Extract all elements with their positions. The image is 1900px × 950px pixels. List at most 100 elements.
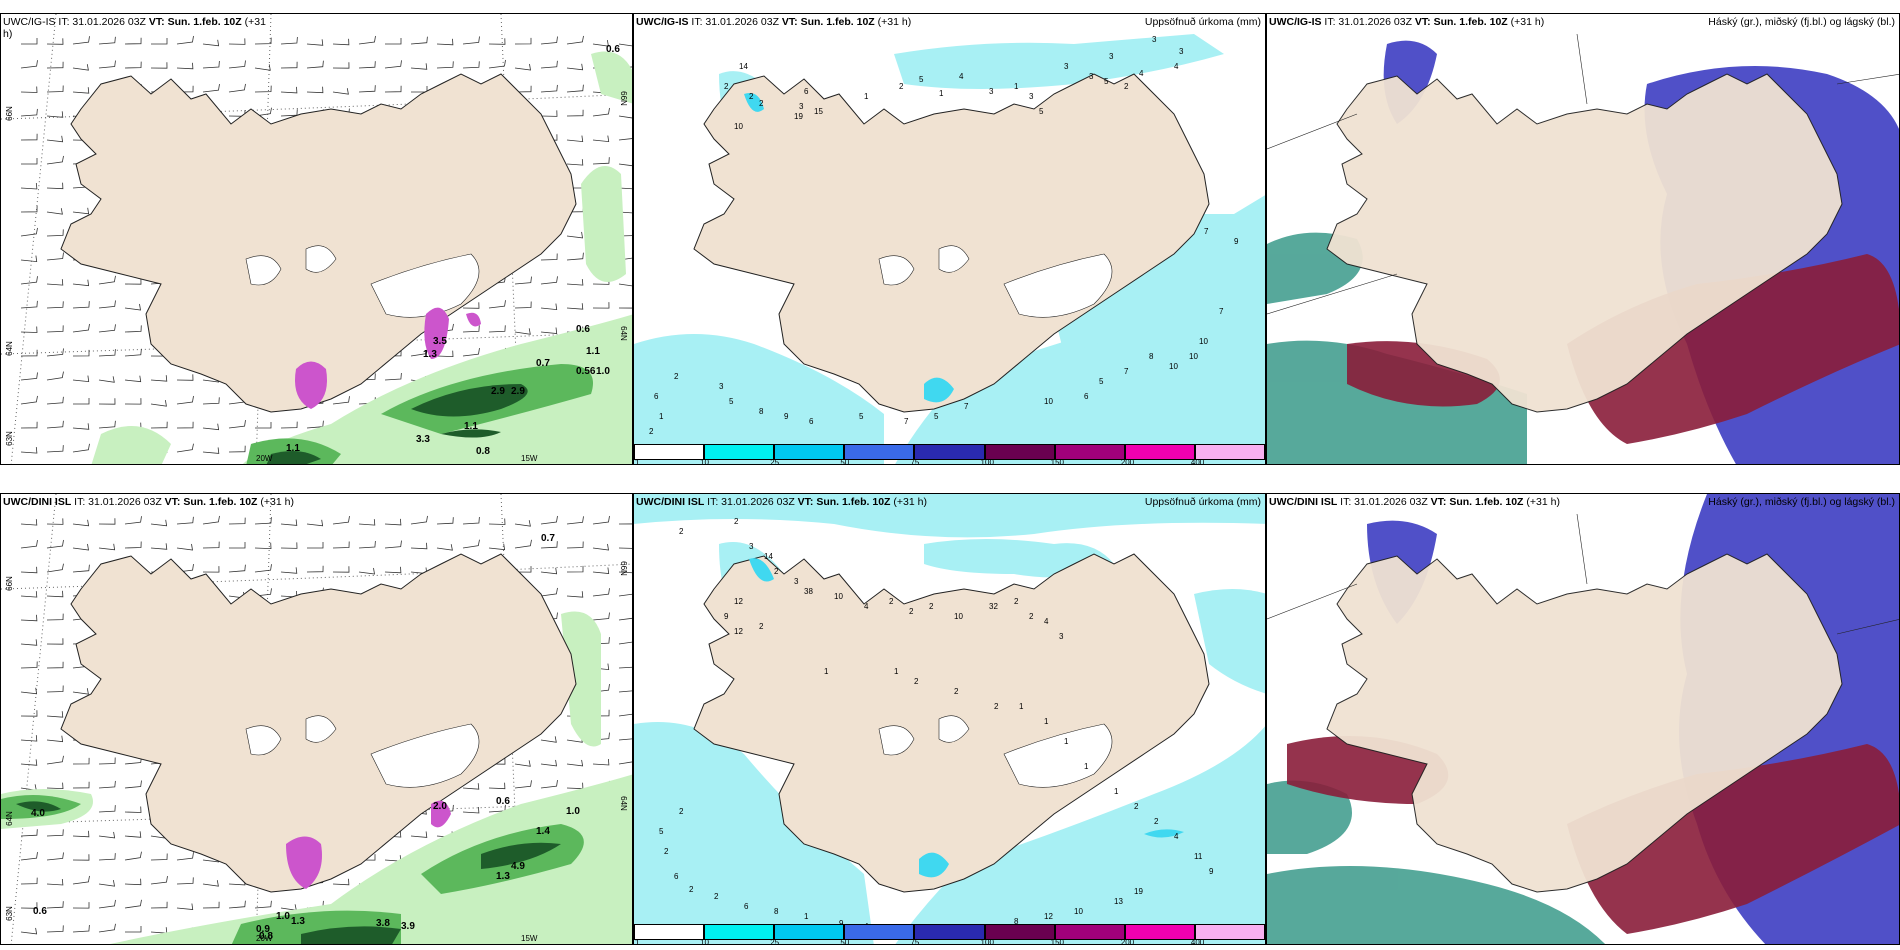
wind-barb <box>618 571 632 574</box>
wind-barb <box>280 36 298 45</box>
lat-label-right-64n: 64N <box>619 796 629 811</box>
legend-swatch <box>1124 444 1195 460</box>
value-label: 1.0 <box>276 911 290 922</box>
legend-swatch <box>984 924 1055 940</box>
value-label: 5 <box>859 412 864 421</box>
wind-barb <box>280 61 298 69</box>
value-label: 9 <box>1234 237 1239 246</box>
value-label: 4 <box>1139 69 1144 78</box>
wind-barb <box>566 35 584 45</box>
title-vt-label: VT: <box>797 496 814 508</box>
wind-barb <box>436 61 454 69</box>
wind-barb <box>20 326 38 333</box>
lon-label-20w: 20W <box>256 934 273 943</box>
wind-barb <box>124 278 142 285</box>
value-label: 7 <box>964 402 969 411</box>
wind-barb <box>592 567 610 574</box>
panel-title: UWC/DINI ISL IT: 31.01.2026 03Z VT: Sun.… <box>3 496 294 508</box>
wind-barb <box>46 852 64 861</box>
value-label: 2 <box>674 372 679 381</box>
value-label: 0.8 <box>259 931 273 942</box>
glaciers <box>878 715 1113 788</box>
wind-barb <box>618 593 632 597</box>
value-label: 0.6 <box>576 324 590 335</box>
wind-barb <box>124 541 142 549</box>
wind-barb <box>540 736 557 743</box>
value-label: 2 <box>664 847 669 856</box>
title-vt-label: VT: <box>1430 496 1447 508</box>
title-model-it: UWC/DINI ISL <box>3 496 72 508</box>
wind-barb <box>618 666 632 669</box>
wind-barb <box>358 567 375 575</box>
wind-barb <box>488 543 506 551</box>
wind-barb <box>540 110 558 117</box>
value-label: 6 <box>744 902 749 911</box>
wind-barb <box>566 782 584 790</box>
panel-title: UWC/IG-IS IT: 31.01.2026 03Z VT: Sun. 1.… <box>636 16 911 28</box>
wind-barb <box>176 35 194 45</box>
dark-green-precip <box>266 384 528 464</box>
value-label: 8 <box>1014 917 1019 926</box>
title-vt: Sun. 1.feb. 10Z <box>800 16 875 28</box>
title-model: UWC/DINI ISL <box>636 496 705 508</box>
wind-barb <box>98 349 116 357</box>
value-label: 2 <box>649 427 654 436</box>
map-panel-wind-row2: 0.7 4.0 0.6 1.0 1.4 4.9 1.3 3.8 1.0 0.9 1.3 0.6 2.0 3… <box>0 493 633 945</box>
wind-barb <box>280 542 298 549</box>
wind-barb <box>228 445 246 453</box>
value-label: 2 <box>1154 817 1159 826</box>
wind-barb <box>306 60 324 69</box>
value-label: 9 <box>839 919 844 928</box>
wind-barb <box>202 447 220 454</box>
value-label: 6 <box>674 872 679 881</box>
legend-tick: 200 <box>1120 938 1135 945</box>
wind-barb <box>176 903 194 910</box>
wind-barb <box>72 87 90 94</box>
wind-barb <box>124 325 142 333</box>
wind-barb <box>228 60 246 69</box>
value-label: 2.0 <box>433 801 447 812</box>
value-label: 3 <box>1064 62 1069 71</box>
legend-swatch <box>1194 924 1265 940</box>
value-label: 5 <box>1039 107 1044 116</box>
wind-barb <box>20 372 38 381</box>
value-label: 6 <box>1084 392 1089 401</box>
value-label: 2 <box>1124 82 1129 91</box>
wind-barb <box>592 40 609 47</box>
lon-label-15w: 15W <box>521 934 538 943</box>
wind-barb <box>462 539 480 549</box>
wind-barb <box>618 761 632 765</box>
wind-barb <box>202 880 219 887</box>
wind-barb <box>124 303 141 311</box>
title-model-it: UWC/IG-IS IT: 31.01.2026 03Z <box>3 16 146 28</box>
title-it: IT: 31.01.2026 03Z <box>691 16 779 28</box>
wind-barb <box>306 39 324 46</box>
wind-barb <box>488 38 506 45</box>
value-label: 0.8 <box>476 446 490 457</box>
value-label: 1 <box>824 667 829 676</box>
wind-barb <box>46 735 64 743</box>
value-label: 5 <box>729 397 734 406</box>
wind-barb <box>254 542 272 550</box>
title-vt-label: VT: <box>781 16 798 28</box>
value-label: 1.1 <box>464 421 478 432</box>
value-label: 12 <box>734 597 743 606</box>
title-lead: (+31 h) <box>260 496 294 508</box>
title-it: IT: 31.01.2026 03Z <box>1340 496 1428 508</box>
legend-swatch <box>1124 924 1195 940</box>
wind-barb <box>20 829 38 837</box>
wind-barb <box>176 443 194 453</box>
wind-barb <box>514 328 531 335</box>
value-label: 0.7 <box>541 533 555 544</box>
wind-barb <box>46 155 64 165</box>
wind-barb <box>46 685 64 693</box>
value-label: 4.9 <box>511 861 525 872</box>
grid-lines <box>1267 513 1899 635</box>
legend-tick: 50 <box>840 938 850 945</box>
wind-barb <box>202 39 220 47</box>
wind-barb <box>72 323 90 333</box>
wind-map-svg: 0.6 0.6 1.1 0.7 0.56 1.0 2.9 2.9 1.1 3.3 0.8 1.1 1.3… <box>1 14 632 464</box>
wind-barb <box>20 395 38 405</box>
legend-tick: 25 <box>770 458 780 465</box>
value-label: 6 <box>804 87 809 96</box>
